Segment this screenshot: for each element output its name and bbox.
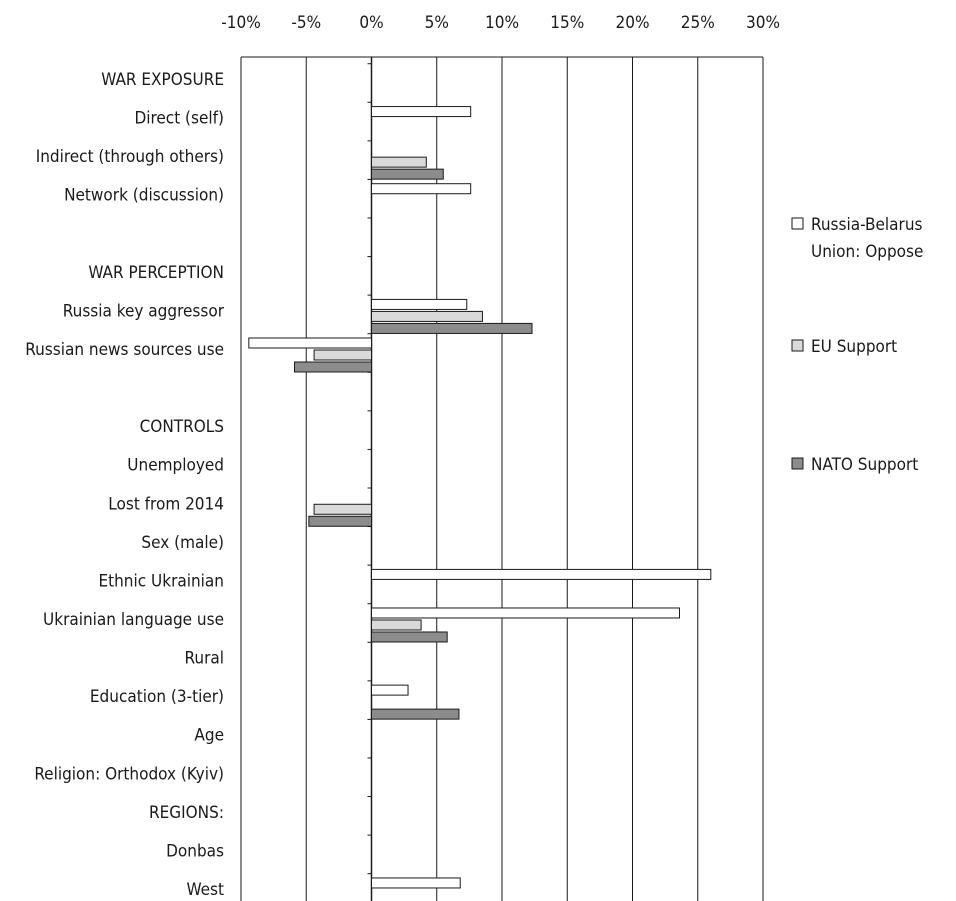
category-label: WAR EXPOSURE bbox=[101, 70, 224, 90]
x-tick-label: 0% bbox=[359, 13, 383, 33]
bar-russia-belarus-union-oppose bbox=[371, 106, 472, 118]
category-label: Religion: Orthodox (Kyiv) bbox=[34, 764, 224, 784]
x-tick-label: 15% bbox=[550, 13, 584, 33]
bar-eu-support bbox=[371, 310, 483, 322]
x-tick-label: 30% bbox=[746, 13, 780, 33]
category-label: Age bbox=[194, 726, 224, 746]
category-label: West bbox=[186, 880, 224, 900]
bar-eu-support bbox=[371, 619, 422, 631]
legend-label: Union: Oppose bbox=[811, 242, 923, 262]
bar-nato-support bbox=[294, 361, 373, 373]
bar-russia-belarus-union-oppose bbox=[371, 607, 680, 619]
category-label: Sex (male) bbox=[141, 533, 224, 553]
x-tick-label: -5% bbox=[291, 13, 321, 33]
x-tick-label: -10% bbox=[221, 13, 261, 33]
gridlines bbox=[240, 56, 764, 901]
category-label: Direct (self) bbox=[134, 109, 224, 129]
category-label: Russian news sources use bbox=[25, 340, 224, 360]
category-label: WAR PERCEPTION bbox=[88, 263, 224, 283]
zero-axis bbox=[367, 57, 373, 901]
bar-russia-belarus-union-oppose bbox=[248, 337, 372, 349]
bar-eu-support bbox=[313, 349, 372, 361]
legend-label: NATO Support bbox=[811, 455, 918, 475]
legend-swatch bbox=[791, 457, 804, 470]
category-labels: WAR EXPOSURE Direct (self) Indirect (throu… bbox=[25, 70, 224, 900]
category-label: Rural bbox=[185, 649, 224, 669]
legend-swatch bbox=[791, 339, 804, 352]
bar-russia-belarus-union-oppose bbox=[371, 684, 409, 696]
bar-russia-belarus-union-oppose bbox=[371, 877, 461, 889]
bar-nato-support bbox=[371, 168, 444, 180]
category-label: Ukrainian language use bbox=[43, 610, 224, 630]
category-label: Network (discussion) bbox=[64, 186, 224, 206]
bar-eu-support bbox=[371, 156, 427, 168]
legend: Russia-Belarus Union: Oppose EU Support NAT… bbox=[791, 215, 923, 475]
bar-russia-belarus-union-oppose bbox=[371, 298, 468, 310]
x-tick-label: 25% bbox=[681, 13, 715, 33]
bar-eu-support bbox=[313, 503, 372, 515]
bar-nato-support bbox=[371, 322, 533, 334]
x-tick-label: 20% bbox=[616, 13, 650, 33]
legend-swatch bbox=[791, 217, 804, 230]
category-label: Ethnic Ukrainian bbox=[98, 571, 224, 591]
bar-nato-support bbox=[308, 515, 372, 527]
legend-label: Russia-Belarus bbox=[811, 215, 923, 235]
category-label: CONTROLS bbox=[140, 417, 224, 437]
bar-nato-support bbox=[371, 708, 460, 720]
category-label: Russia key aggressor bbox=[63, 301, 225, 321]
category-label: Unemployed bbox=[127, 456, 224, 476]
category-label: Education (3-tier) bbox=[90, 687, 224, 707]
x-tick-label: 5% bbox=[425, 13, 449, 33]
category-label: Lost from 2014 bbox=[108, 494, 224, 514]
category-label: Donbas bbox=[166, 841, 224, 861]
x-tick-label: 10% bbox=[485, 13, 519, 33]
category-label: Indirect (through others) bbox=[36, 147, 224, 167]
category-label: REGIONS: bbox=[149, 803, 224, 823]
x-tick-labels: -10% -5% 0% 5% 10% 15% 20% 25% 30% bbox=[221, 13, 780, 33]
legend-label: EU Support bbox=[811, 337, 897, 357]
bar-russia-belarus-union-oppose bbox=[371, 183, 472, 195]
bar-nato-support bbox=[371, 631, 448, 643]
bar-russia-belarus-union-oppose bbox=[371, 568, 712, 580]
bars bbox=[248, 106, 712, 889]
